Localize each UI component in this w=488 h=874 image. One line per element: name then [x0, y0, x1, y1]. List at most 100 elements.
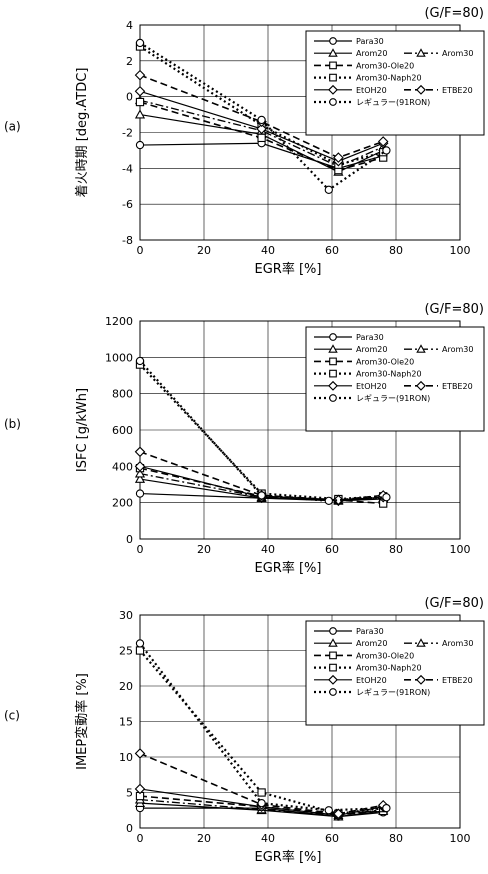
y-axis-label: 着火時期 [deg.ATDC]	[74, 68, 90, 198]
panel-label: (c)	[4, 709, 20, 723]
x-tick-label: 20	[197, 832, 211, 845]
legend: Para30 Arom20 Arom30 Arom30-Ole20 Arom30-Nap…	[305, 30, 485, 136]
y-tick-label: 1000	[105, 351, 133, 364]
series-line	[139, 113, 384, 173]
chart-panel-c: 0 20 40 60 80 100 0 5 10 15 20 25 30 EGR率 [%] IMEP変動率 …	[4, 596, 485, 865]
legend-marker	[329, 663, 337, 672]
legend-entry-label: Arom20	[356, 639, 387, 648]
legend-entry-label: Arom30-Ole20	[356, 357, 414, 366]
legend-box	[305, 620, 485, 726]
legend-marker	[329, 37, 337, 45]
y-tick-label: 20	[119, 680, 133, 693]
legend-marker	[416, 638, 426, 647]
legend: Para30 Arom20 Arom30 Arom30-Ole20 Arom30-Nap…	[305, 620, 485, 726]
y-tick-label: 400	[112, 460, 133, 473]
legend-marker	[329, 61, 337, 70]
y-axis-label: ISFC [g/kWh]	[75, 388, 90, 472]
series-line	[139, 451, 384, 501]
legend-marker	[329, 98, 337, 106]
x-tick-label: 100	[450, 244, 471, 257]
legend-entry-label: ETBE20	[442, 382, 473, 391]
series-line	[139, 360, 387, 502]
data-point	[135, 356, 145, 366]
legend: Para30 Arom20 Arom30 Arom30-Ole20 Arom30-Nap…	[305, 326, 485, 432]
data-point	[324, 806, 333, 815]
x-tick-label: 40	[261, 832, 275, 845]
y-tick-label: 2	[126, 55, 133, 68]
legend-entry-label: EtOH20	[356, 676, 387, 685]
x-tick-label: 100	[450, 543, 471, 556]
y-tick-label: 5	[126, 787, 133, 800]
y-tick-label: -8	[122, 234, 133, 247]
legend-entry-label: Arom30	[442, 49, 473, 58]
data-point	[333, 494, 344, 506]
data-point	[382, 493, 391, 502]
x-tick-label: 60	[325, 543, 339, 556]
series-line	[139, 363, 384, 501]
series-line	[139, 41, 388, 192]
legend-entry-label: Para30	[356, 37, 384, 46]
data-point	[134, 69, 146, 81]
legend-entry-label: Arom20	[356, 345, 387, 354]
legend-entry-label: ETBE20	[442, 86, 473, 95]
data-point	[135, 639, 145, 648]
legend-marker	[329, 627, 337, 635]
legend-box	[305, 326, 485, 432]
legend-marker	[328, 48, 338, 57]
legend-marker	[416, 674, 426, 685]
legend-entry-label: EtOH20	[356, 86, 387, 95]
data-point	[256, 123, 267, 135]
legend-entry-label: ETBE20	[442, 676, 473, 685]
x-tick-label: 20	[197, 244, 211, 257]
y-tick-label: 1200	[105, 315, 133, 328]
y-tick-label: 200	[112, 497, 133, 510]
x-axis-label: EGR率 [%]	[255, 261, 322, 277]
legend-entry-label: EtOH20	[356, 382, 387, 391]
legend-marker	[416, 48, 426, 57]
legend-marker	[329, 651, 337, 660]
data-point	[257, 799, 266, 808]
legend-entry-label: Arom30-Naph20	[356, 370, 422, 379]
y-tick-label: 30	[119, 609, 133, 622]
legend-entry-label: Arom30	[442, 639, 473, 648]
data-point	[134, 473, 146, 483]
legend-entry-label: Arom30	[442, 345, 473, 354]
x-tick-label: 100	[450, 832, 471, 845]
y-tick-label: -6	[122, 198, 133, 211]
x-tick-label: 80	[389, 244, 403, 257]
data-point	[333, 152, 344, 163]
y-tick-label: 0	[126, 533, 133, 546]
legend-marker	[416, 344, 426, 353]
legend-entry-label: レギュラー(91RON)	[356, 394, 430, 403]
data-point	[135, 140, 145, 150]
panel-label: (b)	[4, 417, 21, 431]
legend-entry-label: Arom20	[356, 49, 387, 58]
data-point	[134, 109, 146, 119]
legend-entry-label: レギュラー(91RON)	[356, 688, 430, 697]
legend-entry-label: Para30	[356, 627, 384, 636]
data-point	[257, 788, 266, 797]
series-line	[139, 642, 387, 812]
x-tick-label: 0	[137, 244, 144, 257]
y-tick-label: -2	[122, 127, 133, 140]
data-point	[257, 115, 266, 125]
data-point	[134, 446, 146, 458]
y-tick-label: 4	[126, 19, 133, 32]
x-tick-label: 60	[325, 832, 339, 845]
data-point	[382, 146, 391, 155]
y-axis-label: IMEP変動率 [%]	[74, 673, 90, 770]
series-line	[139, 101, 384, 171]
condition-label: (G/F=80)	[424, 6, 484, 21]
y-tick-label: 15	[119, 716, 133, 729]
legend-box	[305, 30, 485, 136]
data-point	[134, 86, 146, 97]
y-tick-label: 600	[112, 424, 133, 437]
legend-marker	[329, 73, 337, 82]
y-tick-label: 25	[119, 645, 133, 658]
x-tick-label: 0	[137, 543, 144, 556]
data-point	[257, 133, 266, 143]
y-tick-label: 10	[119, 751, 133, 764]
condition-label: (G/F=80)	[424, 596, 484, 611]
